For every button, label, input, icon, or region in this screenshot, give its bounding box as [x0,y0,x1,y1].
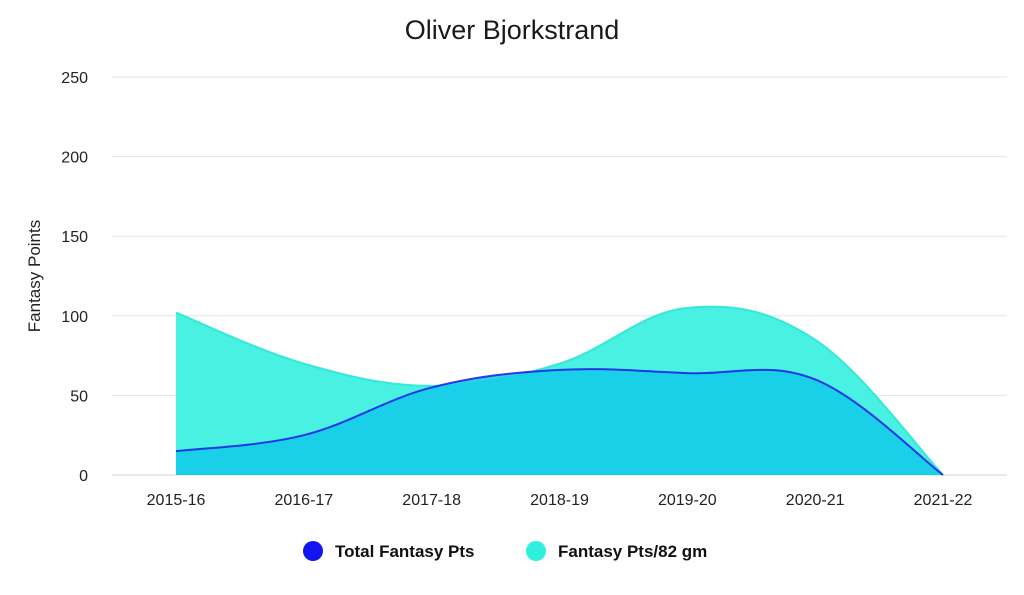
y-axis-ticks: 0 50 100 150 200 250 [61,70,88,485]
x-tick-label-5: 2020-21 [786,492,845,509]
y-tick-label-150: 150 [61,229,88,246]
series-line-0 [175,368,944,476]
x-tick-label-3: 2018-19 [530,492,589,509]
series-area-0 [176,369,943,475]
x-tick-label-1: 2016-17 [274,492,333,509]
legend-swatch-1 [526,541,546,561]
series-areas [175,305,944,476]
x-axis-ticks: 2015-16 2016-17 2017-18 2018-19 2019-20 2020-… [147,492,973,509]
legend-item-1[interactable]: Fantasy Pts/82 gm [526,541,707,561]
legend-swatch-0 [303,541,323,561]
y-tick-label-100: 100 [61,309,88,326]
legend: Total Fantasy Pts Fantasy Pts/82 gm [303,541,707,561]
x-tick-label-0: 2015-16 [147,492,206,509]
y-tick-label-0: 0 [79,468,88,485]
series-line-1 [175,305,944,476]
legend-label-1: Fantasy Pts/82 gm [558,542,707,561]
y-tick-label-250: 250 [61,70,88,87]
y-tick-label-200: 200 [61,150,88,167]
y-axis-label: Fantasy Points [25,220,44,332]
legend-item-0[interactable]: Total Fantasy Pts [303,541,475,561]
y-tick-label-50: 50 [70,388,88,405]
legend-label-0: Total Fantasy Pts [335,542,475,561]
x-tick-label-2: 2017-18 [402,492,461,509]
x-tick-label-6: 2021-22 [914,492,973,509]
chart-title: Oliver Bjorkstrand [405,15,620,45]
x-tick-label-4: 2019-20 [658,492,717,509]
